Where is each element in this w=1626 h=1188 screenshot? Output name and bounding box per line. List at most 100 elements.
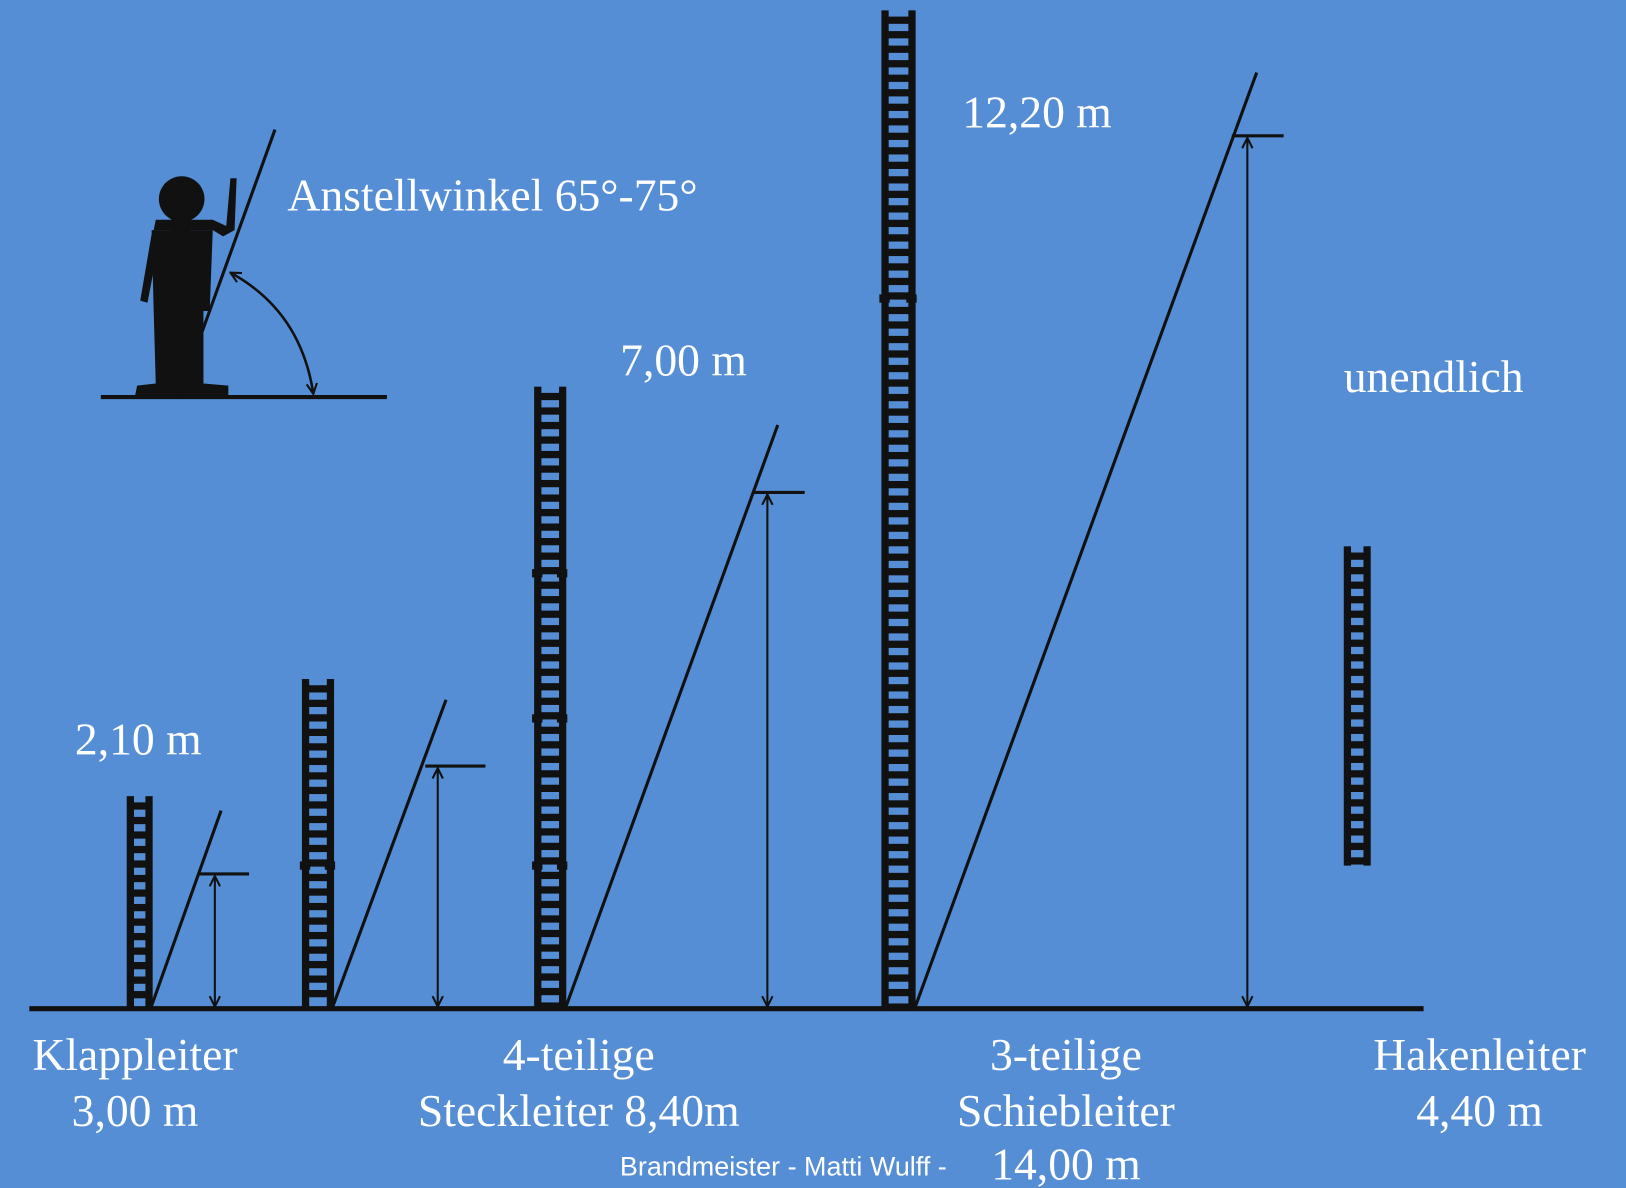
ladder-rung [537, 508, 563, 517]
ladder-rail [559, 386, 567, 1009]
ladder-rung [537, 741, 563, 749]
ladder-rung [884, 713, 912, 721]
ladder-rung [884, 742, 912, 750]
ladder-rung [537, 421, 563, 430]
ladder-rung [1346, 813, 1367, 822]
ladder-rung [1346, 799, 1367, 807]
ladder-rung [537, 929, 563, 938]
ladder-rung [884, 350, 912, 358]
ladder-rung [884, 89, 912, 97]
ladder-rung [305, 859, 330, 867]
ladder-rung [884, 727, 912, 735]
ladder-rung [884, 31, 912, 39]
ladder-rung [884, 814, 912, 823]
ladder-rung [129, 918, 149, 926]
ladder-rung [305, 830, 330, 838]
ladder-rung [884, 234, 912, 242]
ladder-rung [537, 770, 563, 778]
lean-line [913, 72, 1259, 1010]
ladder-joint [532, 861, 543, 870]
credit: Brandmeister - Matti Wulff - [620, 1152, 947, 1182]
ladder-rung [305, 699, 330, 707]
ladder-rung [537, 944, 563, 952]
ladder-rung [537, 407, 563, 415]
ladder-rung [884, 45, 912, 53]
ladder-rung [884, 190, 912, 198]
ladder-rung [537, 639, 563, 647]
ladder-joint [532, 714, 543, 723]
ladder-rung [129, 802, 149, 810]
angle-pole [177, 129, 277, 398]
ladder-rung [1346, 770, 1367, 778]
ladder-joint [556, 861, 568, 870]
ladder-rung [884, 321, 912, 329]
ladder-rung [305, 728, 330, 737]
ladder-rung [537, 392, 563, 401]
ladder-rung [884, 147, 912, 155]
ladder-rung [884, 364, 912, 373]
ladder-rail [326, 679, 335, 1009]
ladder-joint [879, 294, 890, 303]
ladder-rung [884, 219, 912, 228]
angle-arc [230, 271, 313, 394]
ladder-rung [1346, 828, 1367, 836]
ladder-rung [537, 712, 563, 720]
ladder-rung [537, 755, 563, 763]
ladder-rail [301, 679, 310, 1009]
ladder-rung [884, 451, 912, 460]
ladder-rung [537, 886, 563, 894]
ladder-rung [305, 757, 330, 766]
ladder-rung [1346, 784, 1367, 792]
ladder-rung [129, 860, 149, 868]
ladder-rung [884, 684, 912, 692]
ladder-rung [537, 596, 563, 604]
ladder-rung [537, 726, 563, 734]
ladder-rung [537, 813, 563, 822]
ladder-rung [884, 161, 912, 169]
ladder-rung [884, 118, 912, 126]
ladder-rung [884, 829, 912, 837]
ladder-rung [884, 945, 912, 953]
ladder-rung [884, 16, 912, 24]
ladder-rung [129, 947, 149, 955]
ladder-rung [537, 581, 563, 589]
ladder-rung [305, 975, 330, 983]
ladder-rung [884, 843, 912, 852]
ladder-rung [884, 437, 912, 445]
ladder-rung [537, 915, 563, 923]
ladder-rung [884, 669, 912, 677]
ladder-rung [305, 917, 330, 925]
ladder-rung [305, 714, 330, 722]
ladder-joint [906, 294, 917, 303]
ladder-rung [537, 625, 563, 633]
ladder-rung [1346, 625, 1367, 633]
ladder-rung [884, 379, 912, 387]
ladder-rung [884, 626, 912, 634]
ladder-rung [537, 697, 563, 705]
ladder-rung [884, 466, 912, 474]
ladder-name: Steckleiter 8,40m [418, 1085, 740, 1136]
ladder-rung [305, 873, 330, 882]
ladder-rung [537, 654, 563, 662]
ladder-rung [1346, 755, 1367, 763]
ladder-rung [884, 785, 912, 794]
ladder-rung [1346, 857, 1367, 865]
ladder-rung [129, 831, 149, 839]
ladder-rung [537, 538, 563, 546]
ladder-rung [537, 610, 563, 618]
ladder-rung [884, 176, 912, 184]
lean-line [149, 810, 223, 1010]
ladder-rung [1346, 842, 1367, 851]
ladder-rung [129, 962, 149, 970]
ladder-rung [537, 1002, 563, 1010]
ladder-rail [881, 10, 889, 1009]
ladder-rung [884, 60, 912, 68]
ladder-rung [305, 902, 330, 911]
ladder-rung [884, 771, 912, 779]
ladder-rung [305, 990, 330, 998]
ladder-joint [532, 569, 543, 578]
ladder-joint [324, 861, 336, 870]
ladder-rung [884, 1003, 912, 1011]
ladder-rung [305, 685, 330, 693]
ladder-name: 3-teilige [990, 1029, 1142, 1080]
